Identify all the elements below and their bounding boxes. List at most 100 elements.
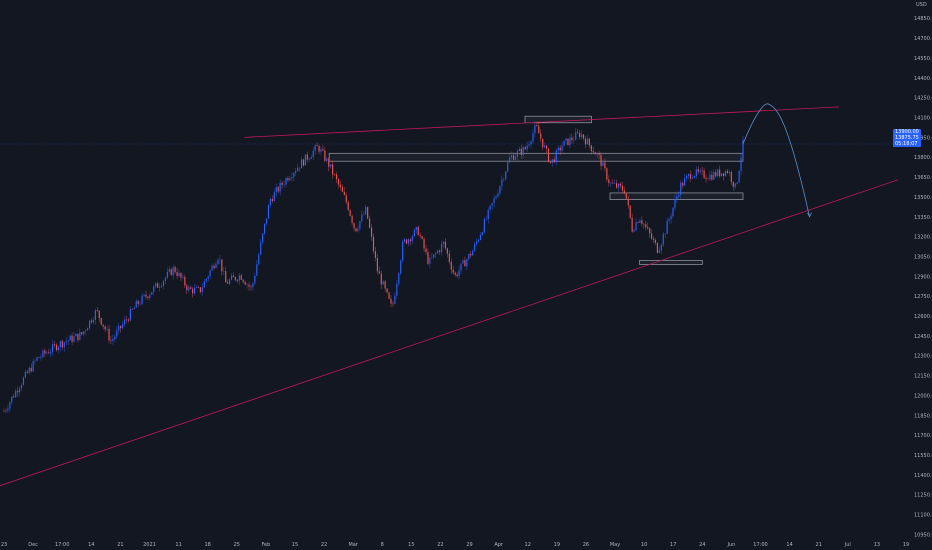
candle-body (684, 178, 685, 185)
y-tick-label: 12900.0 (914, 274, 932, 280)
candle-body (231, 276, 232, 280)
candle-body (458, 270, 459, 276)
candle-body (248, 284, 249, 286)
candle-body (52, 344, 53, 352)
candle-body (223, 271, 224, 272)
candle-body (305, 154, 306, 165)
x-tick-label: 25 (234, 542, 240, 548)
candle-body (194, 288, 195, 293)
candle-body (359, 221, 360, 228)
x-tick-label: Dec (28, 542, 38, 548)
x-tick-label: 11 (175, 542, 181, 548)
candle-body (468, 254, 469, 259)
candle-body (143, 295, 144, 296)
candle-body (466, 259, 467, 266)
candle-body (272, 199, 273, 201)
candle-body (534, 125, 535, 133)
candle-body (348, 202, 349, 210)
candle-body (540, 134, 541, 139)
x-tick-label: 10 (641, 542, 647, 548)
candle-body (583, 134, 584, 138)
support-resistance-zone (640, 260, 703, 264)
candle-body (241, 275, 242, 280)
candle-body (560, 148, 561, 151)
candle-body (690, 174, 691, 178)
candle-body (618, 184, 619, 188)
y-tick-label: 11550.0 (914, 453, 932, 459)
candle-body (577, 133, 578, 134)
candle-body (667, 221, 668, 234)
candle-body (643, 224, 644, 225)
candle-body (579, 133, 580, 137)
candle-body (270, 199, 271, 205)
y-tick-label: 13650.0 (914, 175, 932, 181)
candle-body (460, 263, 461, 270)
candle-body (655, 240, 656, 243)
x-tick-label: 14 (88, 542, 94, 548)
candle-body (626, 194, 627, 199)
candle-body (309, 159, 310, 160)
candle-body (116, 330, 117, 336)
candle-body (641, 220, 642, 224)
candle-body (379, 271, 380, 273)
candle-body (404, 239, 405, 241)
candle-body (21, 385, 22, 389)
candle-body (235, 277, 236, 280)
candle-body (519, 149, 520, 151)
candle-body (254, 276, 255, 284)
candle-body (495, 197, 496, 199)
candle-body (208, 276, 209, 278)
y-tick-label: 12300.0 (914, 354, 932, 360)
candle-body (73, 336, 74, 341)
candle-body (532, 133, 533, 141)
candle-body (237, 280, 238, 281)
candle-body (610, 183, 611, 184)
resistance-trendline (244, 107, 839, 137)
candle-body (672, 208, 673, 216)
candle-body (352, 216, 353, 223)
candle-body (97, 310, 98, 311)
candle-body (42, 350, 43, 356)
candle-body (385, 281, 386, 288)
candle-body (412, 236, 413, 241)
candle-body (420, 235, 421, 236)
candle-body (15, 391, 16, 397)
candle-body (602, 163, 603, 166)
candle-body (593, 151, 594, 152)
candle-body (91, 321, 92, 323)
candle-body (239, 275, 240, 280)
candle-body (282, 183, 283, 185)
candle-body (422, 236, 423, 239)
candle-body (334, 174, 335, 175)
x-tick-label: May (610, 542, 620, 548)
candle-body (433, 254, 434, 257)
candle-body (616, 183, 617, 187)
candle-body (99, 311, 100, 318)
candle-body (178, 273, 179, 276)
candle-body (106, 329, 107, 330)
candle-body (711, 175, 712, 180)
candle-body (507, 163, 508, 172)
candle-body (118, 326, 119, 331)
y-tick-label: 12600.0 (914, 314, 932, 320)
candle-body (659, 250, 660, 252)
candle-body (546, 146, 547, 149)
candle-body (663, 234, 664, 244)
current-price-badge[interactable]: 13900.00 13875.75 05:18:07 (893, 129, 921, 147)
candle-body (361, 215, 362, 222)
y-tick-label: 13200.0 (914, 235, 932, 241)
candle-body (268, 205, 269, 219)
candle-body (258, 255, 259, 265)
y-tick-label: 13350.0 (914, 215, 932, 221)
candle-body (525, 147, 526, 149)
candle-body (414, 230, 415, 237)
candle-body (328, 158, 329, 166)
candle-body (427, 252, 428, 264)
candle-body (151, 292, 152, 295)
candle-body (624, 190, 625, 193)
candle-body (705, 178, 706, 179)
x-tick-label: 18 (204, 542, 210, 548)
x-tick-label: 14 (786, 542, 792, 548)
